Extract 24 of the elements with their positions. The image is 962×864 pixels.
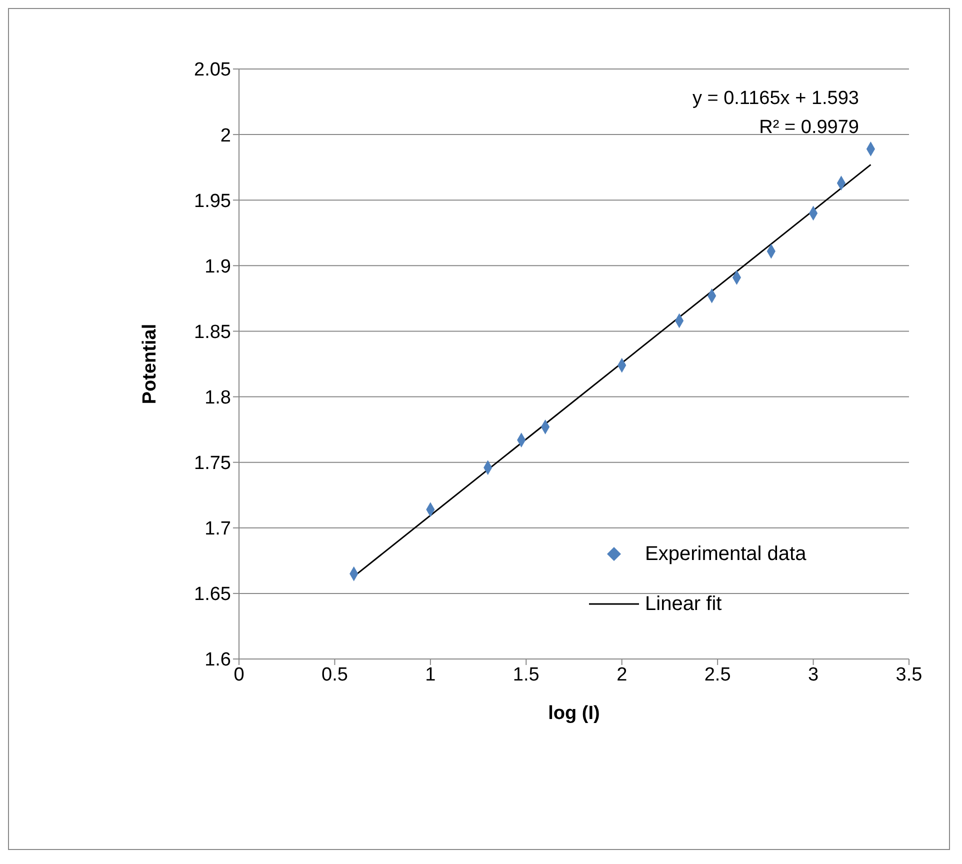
y-tick-label: 1.85 xyxy=(194,322,231,343)
x-tick-label: 3 xyxy=(808,664,819,686)
x-tick-label: 3.5 xyxy=(896,664,922,686)
x-tick-label: 0 xyxy=(234,664,244,686)
y-tick-label: 1.8 xyxy=(204,388,231,409)
y-axis-title: Potential xyxy=(140,324,161,404)
y-tick-label: 2.05 xyxy=(194,60,231,81)
x-tick-label: 0.5 xyxy=(322,664,348,686)
legend-label: Linear fit xyxy=(645,592,722,616)
y-tick-label: 1.9 xyxy=(204,256,231,278)
y-tick-label: 2 xyxy=(220,125,231,146)
annotation: R² = 0.9979 xyxy=(758,116,859,140)
y-tick-label: 1.7 xyxy=(204,518,231,540)
x-tick-label: 2 xyxy=(616,664,628,686)
x-tick-label: 2.5 xyxy=(704,664,731,686)
y-tick-label: 1.65 xyxy=(194,584,231,606)
x-axis-title: log (I) xyxy=(548,703,600,724)
x-tick-label: 1.5 xyxy=(512,664,540,686)
annotation: y = 0.1165x + 1.593 xyxy=(692,87,859,111)
y-tick-label: 1.95 xyxy=(194,190,231,212)
legend-label: Experimental data xyxy=(645,542,806,566)
y-tick-label: 1.6 xyxy=(204,650,231,671)
x-tick-label: 1 xyxy=(425,664,436,686)
y-tick-label: 1.75 xyxy=(194,453,231,474)
